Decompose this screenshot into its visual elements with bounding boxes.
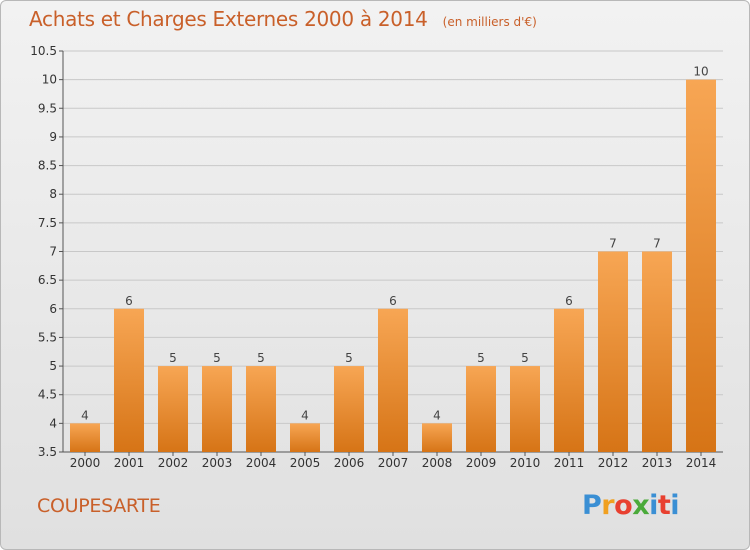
bar-2007 [378, 308, 408, 452]
data-label: 6 [389, 294, 397, 308]
data-label: 5 [477, 351, 485, 365]
data-label: 7 [653, 237, 661, 251]
data-label: 5 [257, 351, 265, 365]
bar-2005 [290, 423, 320, 452]
bar-2013 [642, 251, 672, 452]
x-tick-label: 2001 [114, 456, 145, 470]
bar-2010 [510, 366, 540, 452]
y-tick-label: 6 [49, 302, 57, 316]
x-tick-label: 2008 [422, 456, 453, 470]
y-tick-label: 9.5 [38, 101, 57, 115]
data-label: 7 [609, 237, 617, 251]
x-tick-label: 2002 [158, 456, 189, 470]
data-label: 5 [169, 351, 177, 365]
bar-2008 [422, 423, 452, 452]
logo-letter: t [657, 490, 671, 521]
bar-2009 [466, 366, 496, 452]
chart-unit: (en milliers d'€) [442, 15, 537, 29]
y-tick-label: 8.5 [38, 159, 57, 173]
x-tick-label: 2004 [246, 456, 277, 470]
logo-letter: r [601, 490, 615, 521]
data-label: 6 [565, 294, 573, 308]
data-label: 6 [125, 294, 133, 308]
axes: 3.5 4 4.5 5 5.5 6 6.5 7 7.5 8 8.5 9 9.5 10 10.5 2000 200… [30, 44, 723, 470]
data-label: 5 [213, 351, 221, 365]
y-tick-label: 5.5 [38, 330, 57, 344]
x-tick-label: 2012 [598, 456, 629, 470]
y-tick-label: 10 [42, 73, 57, 87]
data-labels: 4 6 5 5 5 4 5 6 4 5 5 6 7 7 10 [81, 65, 708, 423]
commune-name: COUPESARTE [37, 495, 161, 517]
y-tick-label: 7.5 [38, 216, 57, 230]
data-label: 4 [81, 408, 89, 422]
x-tick-label: 2009 [466, 456, 497, 470]
logo-letter: x [632, 490, 650, 521]
bars [70, 79, 716, 453]
bar-2003 [202, 366, 232, 452]
x-tick-label: 2000 [70, 456, 101, 470]
y-tick-label: 5 [49, 359, 57, 373]
y-tick-label: 4.5 [38, 388, 57, 402]
logo-letter: i [649, 490, 658, 521]
x-tick-label: 2010 [510, 456, 541, 470]
data-label: 5 [345, 351, 353, 365]
logo-letter: o [614, 490, 633, 521]
x-tick-label: 2006 [334, 456, 365, 470]
chart-title: Achats et Charges Externes 2000 à 2014 [29, 7, 428, 31]
bar-2001 [114, 308, 144, 452]
y-tick-label: 10.5 [30, 44, 57, 58]
data-label: 5 [521, 351, 529, 365]
y-tick-label: 6.5 [38, 273, 57, 287]
x-tick-label: 2005 [290, 456, 321, 470]
logo-letter: i [670, 490, 680, 521]
data-label: 4 [301, 408, 309, 422]
bar-2006 [334, 366, 364, 452]
x-tick-label: 2013 [642, 456, 673, 470]
x-tick-label: 2011 [554, 456, 585, 470]
y-tick-label: 4 [49, 416, 57, 430]
bar-2012 [598, 251, 628, 452]
logo-letter: P [582, 490, 602, 521]
x-tick-label: 2003 [202, 456, 233, 470]
x-tick-label: 2014 [686, 456, 717, 470]
x-tick-label: 2007 [378, 456, 409, 470]
y-tick-label: 8 [49, 187, 57, 201]
title-row: Achats et Charges Externes 2000 à 2014 (… [29, 7, 537, 31]
bar-2014 [686, 79, 716, 453]
bar-2011 [554, 308, 584, 452]
bar-2002 [158, 366, 188, 452]
bar-2000 [70, 423, 100, 452]
bar-2004 [246, 366, 276, 452]
proxiti-logo[interactable]: Proxiti [582, 490, 680, 521]
y-tick-label: 7 [49, 245, 57, 259]
y-tick-label: 9 [49, 130, 57, 144]
data-label: 4 [433, 408, 441, 422]
y-tick-label: 3.5 [38, 445, 57, 459]
data-label: 10 [693, 65, 708, 79]
